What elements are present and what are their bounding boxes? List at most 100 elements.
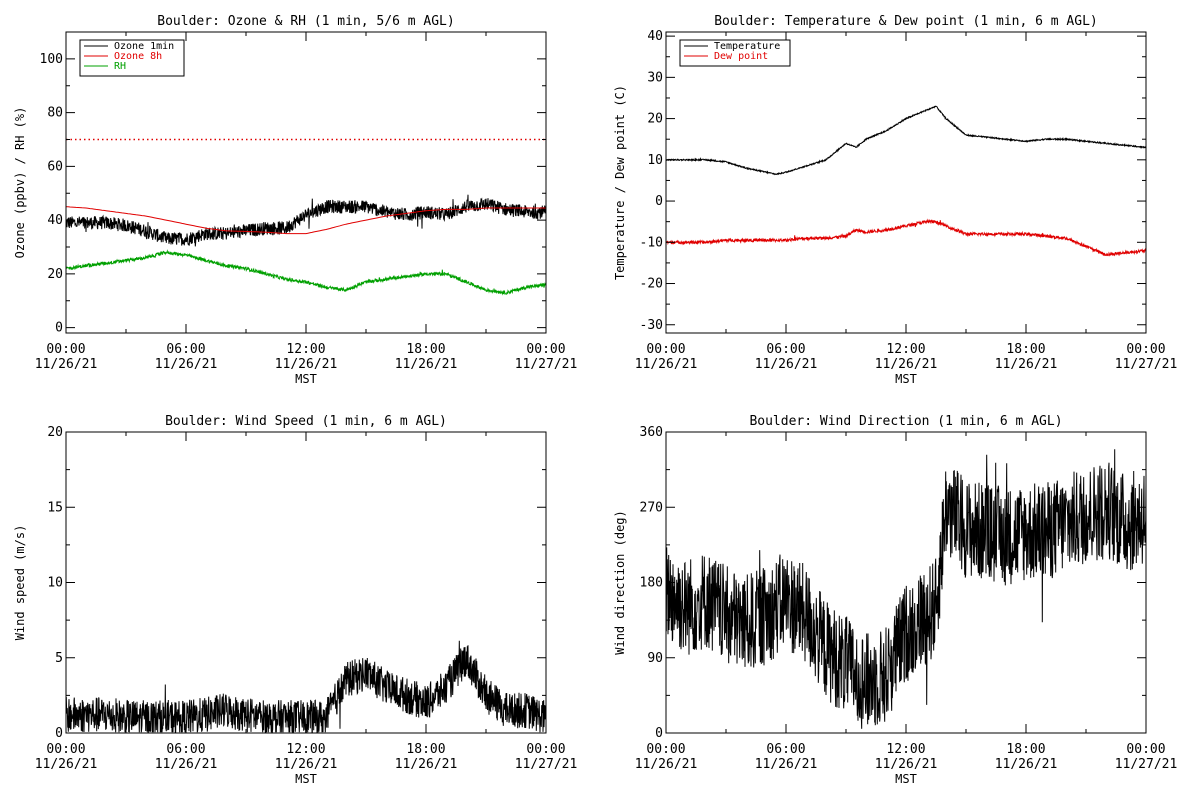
x-tick-date: 11/27/21 (515, 757, 578, 772)
chart-title: Boulder: Wind Speed (1 min, 6 m AGL) (165, 414, 447, 429)
y-tick-label: 90 (647, 651, 663, 666)
series-line-dew-point (666, 218, 1146, 257)
x-tick-date: 11/27/21 (1115, 757, 1178, 772)
y-tick-label: 0 (655, 194, 663, 209)
y-axis-label: Temperature / Dew point (C) (613, 85, 627, 280)
chart-title: Boulder: Wind Direction (1 min, 6 m AGL) (749, 414, 1062, 429)
x-tick-date: 11/27/21 (515, 357, 578, 372)
x-axis-label: MST (295, 772, 317, 786)
y-axis-label: Wind speed (m/s) (13, 525, 27, 641)
y-tick-label: 360 (640, 425, 663, 440)
x-tick-date: 11/26/21 (155, 357, 218, 372)
x-tick-time: 18:00 (1006, 742, 1045, 757)
x-tick-date: 11/26/21 (635, 757, 698, 772)
y-tick-label: 15 (47, 500, 63, 515)
series-line-1 (66, 640, 546, 733)
y-tick-label: 10 (47, 576, 63, 591)
y-tick-label: 0 (55, 726, 63, 741)
plot-frame (665, 31, 1147, 334)
x-tick-date: 11/26/21 (755, 357, 818, 372)
y-tick-label: 30 (647, 70, 663, 85)
y-tick-label: -10 (640, 235, 663, 250)
y-axis-label: Ozone (ppbv) / RH (%) (13, 107, 27, 259)
series-line-temperature (666, 105, 1146, 176)
legend-label: RH (114, 61, 126, 72)
y-tick-label: 10 (647, 153, 663, 168)
chart-title: Boulder: Ozone & RH (1 min, 5/6 m AGL) (157, 14, 454, 29)
series-line-rh (66, 249, 546, 296)
y-tick-label: 100 (40, 52, 63, 67)
x-tick-time: 12:00 (886, 742, 925, 757)
plot-area (666, 105, 1146, 257)
y-tick-label: 40 (47, 213, 63, 228)
x-tick-date: 11/26/21 (395, 757, 458, 772)
y-tick-label: 20 (47, 267, 63, 282)
x-tick-time: 06:00 (166, 342, 205, 357)
plot-area (666, 449, 1146, 729)
legend-label: Temperature (714, 41, 780, 52)
x-tick-time: 12:00 (286, 742, 325, 757)
x-axis-label: MST (295, 372, 317, 386)
panel-3: Boulder: Wind Speed (1 min, 6 m AGL) 0 5 10… (13, 414, 577, 786)
y-tick-label: -30 (640, 318, 663, 333)
x-tick-date: 11/26/21 (995, 357, 1058, 372)
x-tick-time: 00:00 (46, 342, 85, 357)
legend-label: Dew point (714, 51, 768, 62)
x-tick-time: 18:00 (406, 342, 445, 357)
x-tick-time: 00:00 (646, 342, 685, 357)
plot-area (66, 640, 546, 733)
x-tick-time: 00:00 (646, 742, 685, 757)
y-tick-label: 270 (640, 500, 663, 515)
x-tick-time: 00:00 (46, 742, 85, 757)
chart-title: Boulder: Temperature & Dew point (1 min,… (714, 14, 1098, 29)
x-tick-time: 18:00 (1006, 342, 1045, 357)
x-tick-date: 11/26/21 (395, 357, 458, 372)
panel-4: Boulder: Wind Direction (1 min, 6 m AGL)… (613, 414, 1177, 786)
y-tick-label: 60 (47, 159, 63, 174)
series-line-ozone-8h (66, 206, 546, 235)
x-tick-time: 06:00 (766, 742, 805, 757)
x-tick-date: 11/27/21 (1115, 357, 1178, 372)
x-tick-time: 06:00 (766, 342, 805, 357)
x-tick-time: 00:00 (1126, 342, 1165, 357)
plot-frame (65, 31, 547, 334)
y-tick-label: 0 (655, 726, 663, 741)
legend-label: Ozone 8h (114, 51, 162, 62)
x-tick-date: 11/26/21 (755, 757, 818, 772)
x-tick-time: 12:00 (286, 342, 325, 357)
y-tick-label: 40 (647, 29, 663, 44)
y-tick-label: 180 (640, 576, 663, 591)
x-tick-time: 12:00 (886, 342, 925, 357)
y-tick-label: 20 (47, 425, 63, 440)
plot-area (66, 138, 546, 296)
x-tick-date: 11/26/21 (275, 757, 338, 772)
legend-label: Ozone 1min (114, 41, 174, 52)
panel-2: Boulder: Temperature & Dew point (1 min,… (613, 14, 1177, 386)
x-tick-time: 00:00 (526, 342, 565, 357)
series-line-ozone-1min (66, 194, 546, 247)
x-axis-label: MST (895, 372, 917, 386)
x-tick-time: 18:00 (406, 742, 445, 757)
x-tick-date: 11/26/21 (875, 357, 938, 372)
x-tick-time: 06:00 (166, 742, 205, 757)
y-axis-label: Wind direction (deg) (613, 510, 627, 655)
x-tick-date: 11/26/21 (35, 757, 98, 772)
x-tick-time: 00:00 (526, 742, 565, 757)
y-tick-label: 80 (47, 106, 63, 121)
x-tick-date: 11/26/21 (155, 757, 218, 772)
x-tick-time: 00:00 (1126, 742, 1165, 757)
panel-1: Boulder: Ozone & RH (1 min, 5/6 m AGL) 0 2… (13, 14, 577, 386)
plot-frame (65, 431, 547, 734)
x-tick-date: 11/26/21 (35, 357, 98, 372)
x-tick-date: 11/26/21 (275, 357, 338, 372)
y-tick-label: 5 (55, 651, 63, 666)
x-tick-date: 11/26/21 (995, 757, 1058, 772)
x-tick-date: 11/26/21 (875, 757, 938, 772)
x-axis-label: MST (895, 772, 917, 786)
y-tick-label: 20 (647, 112, 663, 127)
y-tick-label: -20 (640, 277, 663, 292)
series-line-1 (666, 449, 1146, 729)
